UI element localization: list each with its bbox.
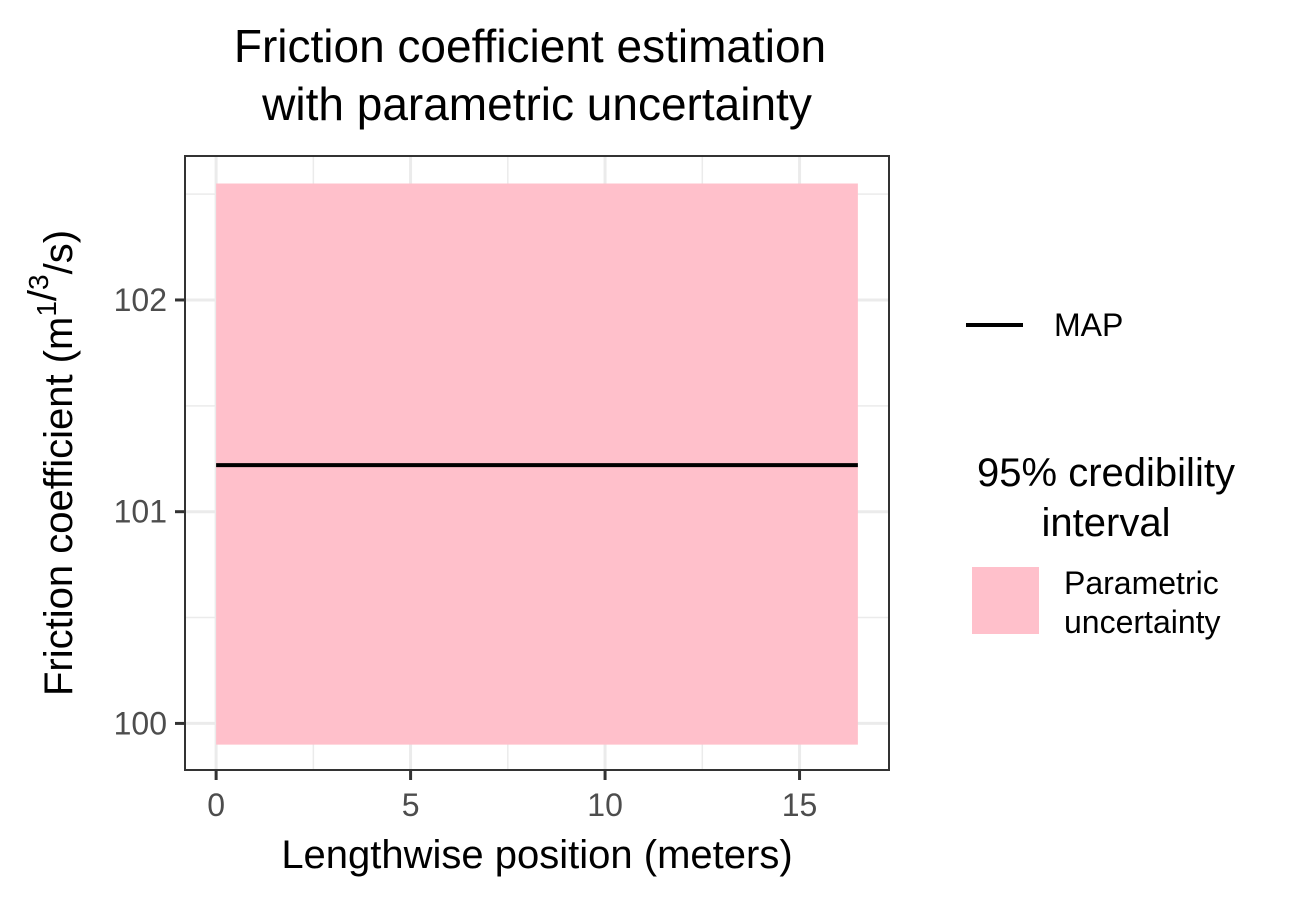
chart-title-line-1: Friction coefficient estimation [234, 20, 826, 72]
y-axis-title-main: Friction coefficient (m [37, 317, 81, 696]
y-tick-label: 102 [114, 282, 167, 318]
plot-border [184, 155, 890, 771]
legend-band-key [972, 567, 1039, 634]
y-tick-label: 101 [114, 494, 167, 530]
legend-line-label: MAP [1054, 307, 1123, 343]
y-axis-title-end: /s) [37, 230, 81, 274]
x-axis: 0 5 10 15 [207, 770, 817, 823]
y-axis: 100 101 102 [114, 282, 185, 741]
y-axis-title: Friction coefficient (m1/3/s) [21, 230, 81, 696]
x-tick-label: 0 [207, 787, 225, 823]
x-axis-title: Lengthwise position (meters) [281, 833, 792, 877]
y-tick-label: 100 [114, 705, 167, 741]
legend-band-title-line-2: interval [1042, 501, 1171, 545]
chart-title-line-2: with parametric uncertainty [261, 78, 812, 130]
legend-band-label-line-1: Parametric [1064, 565, 1219, 601]
legend-band-label-line-2: uncertainty [1064, 604, 1221, 640]
legend: MAP 95% credibility interval Parametric … [966, 307, 1235, 640]
y-axis-title-sup-3: 3 [23, 274, 54, 290]
y-axis-title-slash: / [21, 289, 65, 301]
x-tick-label: 5 [402, 787, 420, 823]
x-tick-label: 15 [782, 787, 818, 823]
legend-band-title-line-1: 95% credibility [977, 451, 1235, 495]
y-axis-title-sup-1: 1 [31, 301, 62, 317]
x-tick-label: 10 [587, 787, 623, 823]
